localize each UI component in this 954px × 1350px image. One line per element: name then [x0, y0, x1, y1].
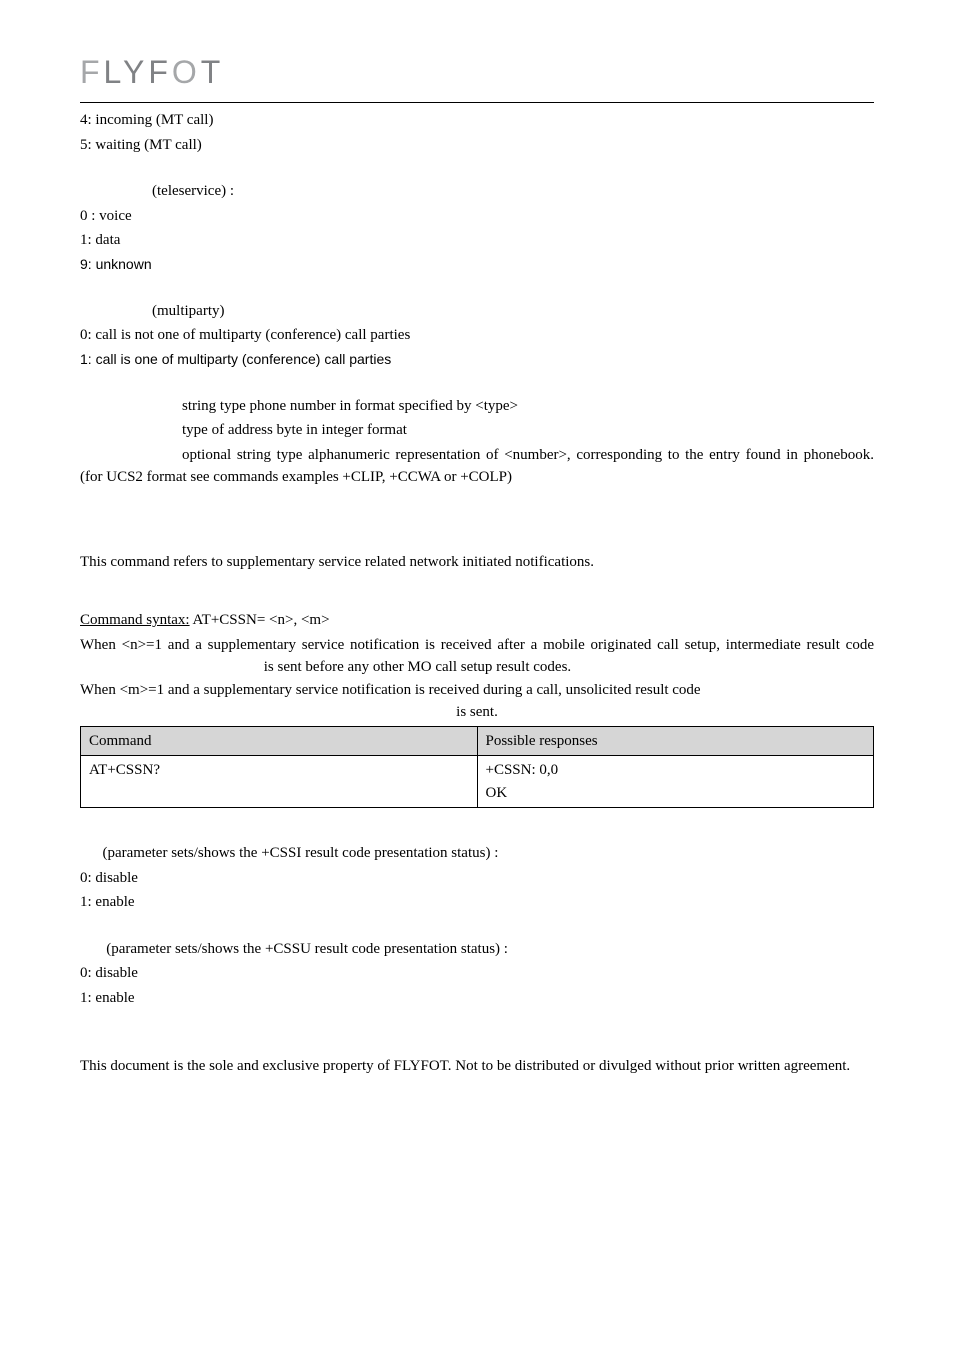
mode-header: (teleservice) :	[80, 180, 874, 203]
syntax-p2: When <m>=1 and a supplementary service n…	[80, 679, 874, 702]
stat-line-4: 4: incoming (MT call)	[80, 109, 874, 132]
mpty-1: 1: call is one of multiparty (conference…	[80, 349, 874, 371]
mode-1: 1: data	[80, 229, 874, 252]
param-n-header: (parameter sets/shows the +CSSI result c…	[80, 842, 874, 865]
mode-9: 9: unknown	[80, 254, 874, 276]
syntax-p1-main: When <n>=1 and a supplementary service n…	[80, 637, 874, 653]
logo: FLYFOT	[80, 48, 874, 96]
param-m-header: (parameter sets/shows the +CSSU result c…	[80, 938, 874, 961]
syntax-label: Command syntax:	[80, 612, 190, 628]
param-m-1: 1: enable	[80, 987, 874, 1010]
syntax-p2-main: When <m>=1 and a supplementary service n…	[80, 682, 701, 698]
mode-0: 0 : voice	[80, 205, 874, 228]
stat-line-5: 5: waiting (MT call)	[80, 134, 874, 157]
param-n-1: 1: enable	[80, 891, 874, 914]
command-table: Command Possible responses AT+CSSN? +CSS…	[80, 726, 874, 809]
param-m-0: 0: disable	[80, 962, 874, 985]
resp-2: OK	[486, 782, 866, 805]
mpty-0: 0: call is not one of multiparty (confer…	[80, 324, 874, 347]
type-number: string type phone number in format speci…	[80, 395, 874, 418]
syntax-p2-tail: is sent.	[80, 701, 874, 724]
resp-1: +CSSN: 0,0	[486, 759, 866, 782]
th-command: Command	[81, 726, 478, 756]
param-n-header-text: (parameter sets/shows the +CSSI result c…	[103, 845, 499, 861]
table-header-row: Command Possible responses	[81, 726, 874, 756]
syntax-line: Command syntax: AT+CSSN= <n>, <m>	[80, 609, 874, 632]
logo-text: FLYFOT	[80, 54, 224, 90]
param-n-0: 0: disable	[80, 867, 874, 890]
description: This command refers to supplementary ser…	[80, 551, 874, 574]
type-type: type of address byte in integer format	[80, 419, 874, 442]
mpty-header: (multiparty)	[80, 300, 874, 323]
type-alpha-a: optional string type alphanumeric repres…	[182, 447, 740, 463]
param-m-header-text: (parameter sets/shows the +CSSU result c…	[106, 941, 508, 957]
syntax-p1: When <n>=1 and a supplementary service n…	[80, 634, 874, 679]
td-command: AT+CSSN?	[81, 756, 478, 808]
table-row: AT+CSSN? +CSSN: 0,0 OK	[81, 756, 874, 808]
syntax-value: AT+CSSN= <n>, <m>	[190, 612, 330, 628]
syntax-p1-tail: is sent before any other MO call setup r…	[264, 659, 571, 675]
th-responses: Possible responses	[477, 726, 874, 756]
header-rule	[80, 102, 874, 103]
td-response: +CSSN: 0,0 OK	[477, 756, 874, 808]
type-alpha: optional string type alphanumeric repres…	[80, 444, 874, 489]
footer-text: This document is the sole and exclusive …	[80, 1055, 874, 1078]
